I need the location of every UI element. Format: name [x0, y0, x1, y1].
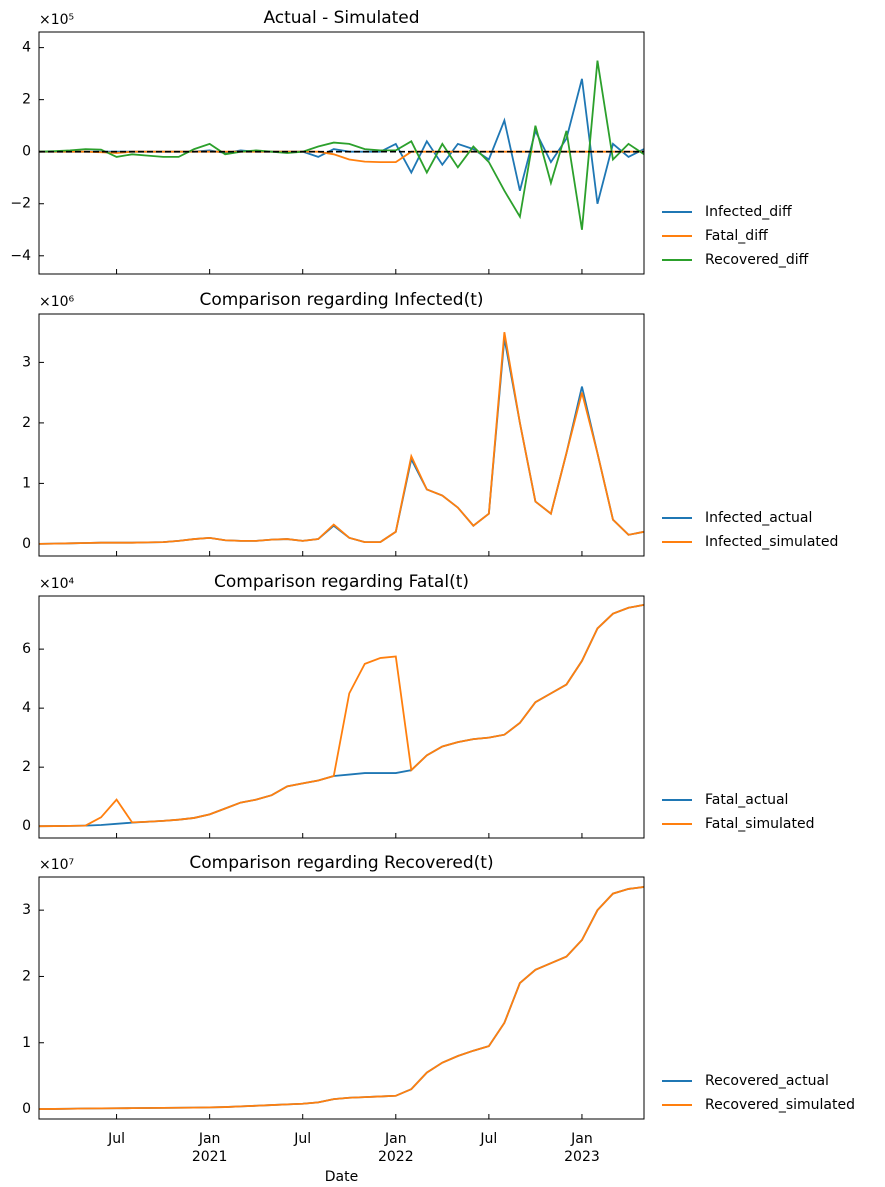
chart-title: Comparison regarding Fatal(t) [214, 572, 469, 592]
series-line [39, 150, 644, 164]
y-offset-label: ×10⁴ [39, 576, 75, 592]
y-offset-label: ×10⁷ [39, 857, 74, 873]
chart-title: Actual - Simulated [263, 8, 419, 28]
chart-title: Comparison regarding Infected(t) [199, 290, 483, 310]
legend-label: Recovered_actual [705, 1073, 829, 1089]
chart-title: Comparison regarding Recovered(t) [189, 853, 493, 873]
series-line [39, 78, 644, 204]
x-tick-label: 2023 [564, 1149, 600, 1165]
y-tick-label: 0 [22, 536, 31, 552]
legend-label: Recovered_simulated [705, 1097, 855, 1113]
legend-label: Infected_diff [705, 204, 792, 220]
legend-label: Fatal_diff [705, 228, 768, 244]
y-tick-label: 0 [22, 1101, 31, 1117]
x-tick-label: Jul [293, 1131, 311, 1147]
x-tick-label: Jan [198, 1131, 221, 1147]
legend-label: Fatal_simulated [705, 816, 814, 832]
legend-label: Fatal_actual [705, 792, 788, 808]
y-offset-label: ×10⁶ [39, 294, 75, 310]
y-tick-label: 2 [22, 92, 31, 108]
x-tick-label: Jul [479, 1131, 497, 1147]
series-line [39, 338, 644, 545]
legend-label: Infected_actual [705, 510, 812, 526]
plot-frame [38, 313, 645, 557]
y-tick-label: 3 [22, 354, 31, 370]
x-tick-label: 2022 [378, 1149, 414, 1165]
x-tick-label: Jan [384, 1131, 407, 1147]
plot-frame [38, 876, 645, 1120]
series-line [39, 603, 644, 828]
x-tick-label: Jan [570, 1131, 593, 1147]
legend-label: Recovered_diff [705, 252, 809, 268]
y-tick-label: 4 [22, 700, 31, 716]
plot-frame [38, 595, 645, 839]
x-axis-label: Date [325, 1169, 358, 1185]
y-tick-label: −4 [10, 248, 31, 264]
y-offset-label: ×10⁵ [39, 12, 74, 28]
y-tick-label: 1 [22, 475, 31, 491]
series-line [39, 886, 644, 1110]
series-line [39, 886, 644, 1110]
x-tick-label: Jul [107, 1131, 125, 1147]
legend-label: Infected_simulated [705, 534, 838, 550]
y-tick-label: −2 [10, 196, 31, 212]
series-line [39, 60, 644, 230]
y-tick-label: 2 [22, 415, 31, 431]
y-tick-label: 1 [22, 1035, 31, 1051]
plot-frame [38, 31, 645, 275]
y-tick-label: 2 [22, 968, 31, 984]
y-tick-label: 0 [22, 818, 31, 834]
y-tick-label: 6 [22, 641, 31, 657]
series-line [39, 331, 644, 545]
series-line [39, 603, 644, 828]
y-tick-label: 0 [22, 144, 31, 160]
y-tick-label: 3 [22, 902, 31, 918]
y-tick-label: 4 [22, 40, 31, 56]
x-tick-label: 2021 [192, 1149, 228, 1165]
y-tick-label: 2 [22, 759, 31, 775]
